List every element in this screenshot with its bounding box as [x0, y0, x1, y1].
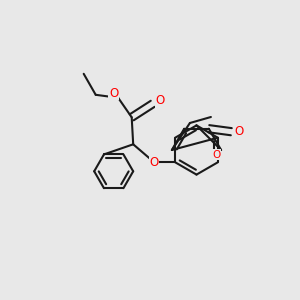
Text: O: O — [212, 149, 221, 160]
Text: O: O — [150, 156, 159, 169]
Text: O: O — [156, 94, 165, 107]
Text: O: O — [109, 87, 118, 100]
Text: O: O — [234, 125, 243, 138]
